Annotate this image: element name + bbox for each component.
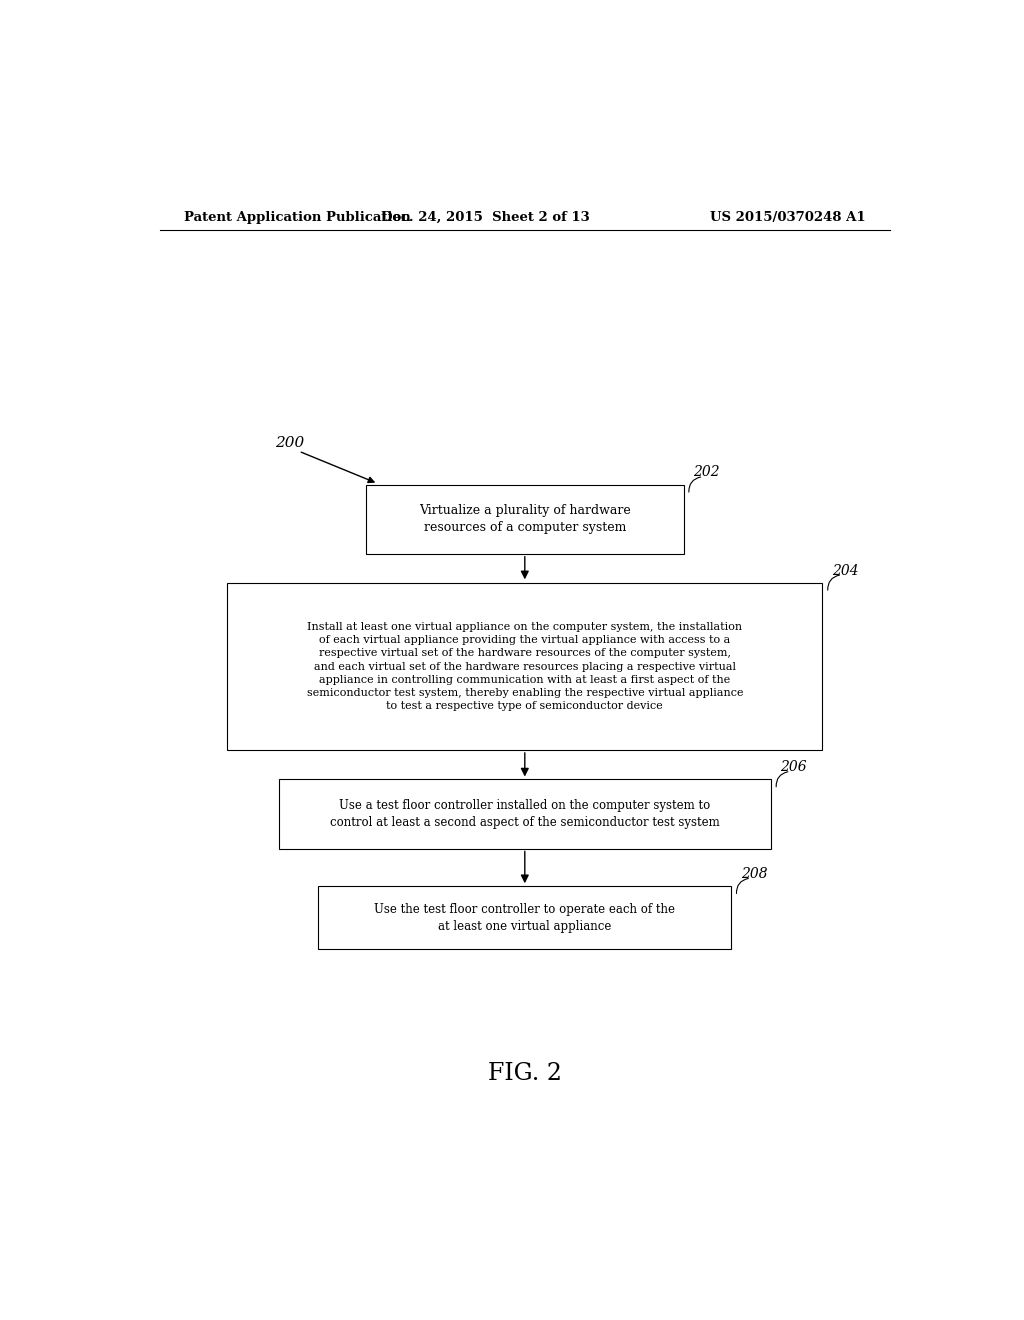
Text: Install at least one virtual appliance on the computer system, the installation
: Install at least one virtual appliance o… bbox=[306, 622, 743, 711]
Text: Use the test floor controller to operate each of the
at least one virtual applia: Use the test floor controller to operate… bbox=[375, 903, 675, 933]
Text: US 2015/0370248 A1: US 2015/0370248 A1 bbox=[711, 211, 866, 224]
FancyBboxPatch shape bbox=[227, 582, 822, 751]
Text: 208: 208 bbox=[740, 867, 767, 880]
Text: 202: 202 bbox=[693, 466, 720, 479]
Text: FIG. 2: FIG. 2 bbox=[487, 1061, 562, 1085]
FancyBboxPatch shape bbox=[279, 779, 771, 849]
FancyBboxPatch shape bbox=[367, 484, 684, 554]
Text: 204: 204 bbox=[831, 564, 858, 578]
Text: Virtualize a plurality of hardware
resources of a computer system: Virtualize a plurality of hardware resou… bbox=[419, 504, 631, 535]
Text: 206: 206 bbox=[780, 760, 807, 775]
Text: Patent Application Publication: Patent Application Publication bbox=[183, 211, 411, 224]
Text: Dec. 24, 2015  Sheet 2 of 13: Dec. 24, 2015 Sheet 2 of 13 bbox=[381, 211, 590, 224]
Text: 200: 200 bbox=[274, 436, 304, 450]
Text: Use a test floor controller installed on the computer system to
control at least: Use a test floor controller installed on… bbox=[330, 799, 720, 829]
FancyBboxPatch shape bbox=[318, 886, 731, 949]
